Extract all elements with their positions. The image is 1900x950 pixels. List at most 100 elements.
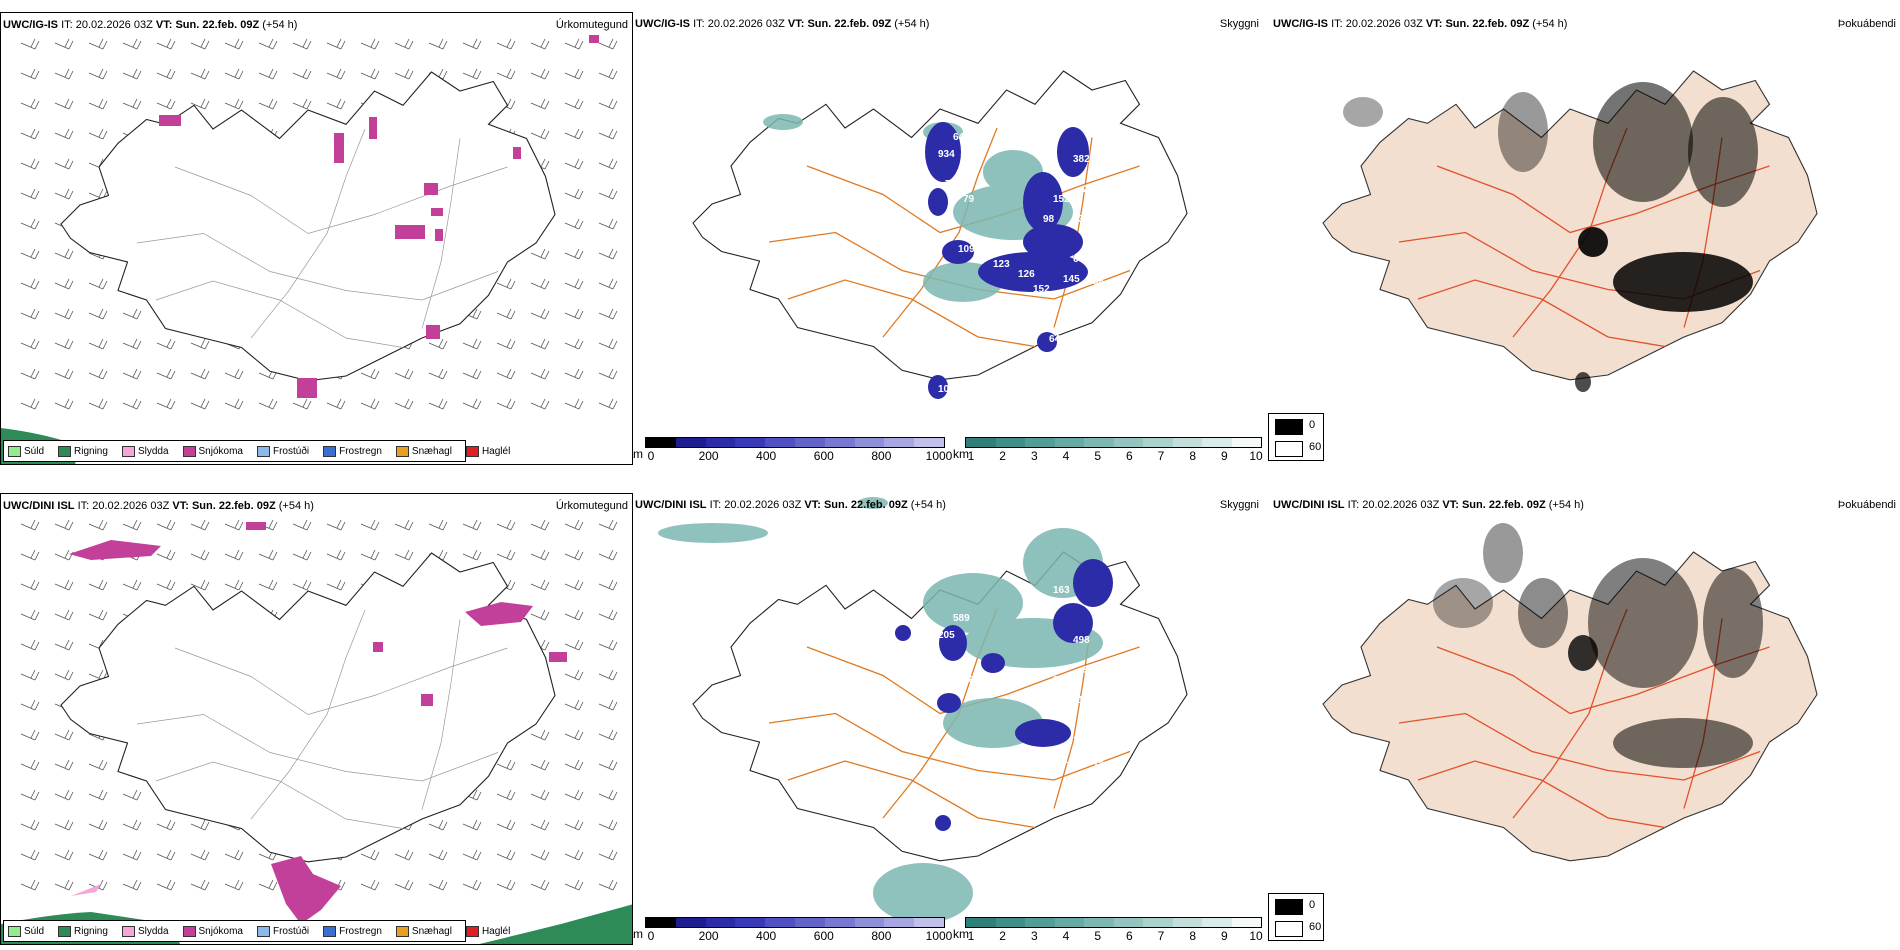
wind-barb <box>598 218 618 230</box>
ceiling-label: 152 <box>1053 194 1070 205</box>
wind-barb <box>564 549 584 561</box>
ceiling-label: 50 <box>1083 665 1095 676</box>
wind-barb <box>20 699 40 711</box>
wind-barb <box>598 519 618 531</box>
ceiling-label: 145 <box>1063 274 1080 285</box>
ceiling-label: 18 <box>1093 234 1105 245</box>
wind-barb <box>54 188 74 200</box>
wind-barb <box>54 759 74 771</box>
wind-barb <box>54 549 74 561</box>
scale-bar <box>645 437 945 448</box>
legend-label: Slydda <box>137 445 169 457</box>
scale-step <box>914 438 944 447</box>
wind-barb <box>122 849 142 861</box>
ceiling-label: 589 <box>953 613 970 624</box>
ceiling-label: 79 <box>963 194 975 205</box>
wind-barb <box>224 98 244 110</box>
legend-swatch <box>121 445 135 457</box>
scale-step <box>995 438 1025 447</box>
scale-tick-label: 7 <box>1157 929 1165 943</box>
wind-barb <box>88 308 108 320</box>
scale-tick-label: 6 <box>1125 929 1133 943</box>
ceiling-label: 82 <box>1103 740 1115 751</box>
wind-barb <box>496 278 516 290</box>
legend-label: Haglél <box>481 925 511 937</box>
road-line <box>787 279 1036 348</box>
wind-barb <box>156 819 176 831</box>
legend-label: Rigning <box>74 925 108 937</box>
wind-barb <box>598 308 618 320</box>
scale-step <box>995 918 1025 927</box>
scale-tick-label: 8 <box>1189 929 1197 943</box>
wind-barb <box>564 729 584 741</box>
wind-barb <box>530 789 550 801</box>
wind-barb <box>530 729 550 741</box>
scale-tick-label: 2 <box>999 929 1006 943</box>
wind-barb <box>20 278 40 290</box>
wind-barb <box>598 398 618 410</box>
legend-label: Snjókoma <box>198 925 243 937</box>
scale-step <box>1113 918 1143 927</box>
legend-item: Snjókoma <box>182 445 243 457</box>
panel-name: Skyggni <box>1219 18 1259 30</box>
wind-barb <box>20 308 40 320</box>
scale-step <box>735 438 766 447</box>
low-ceiling-areas <box>925 122 1089 399</box>
wind-barb <box>394 549 414 561</box>
precip-type-panel-top: UWC/IG-IS IT: 20.02.2026 03Z VT: Sun. 22… <box>0 12 633 465</box>
road-line <box>136 233 499 301</box>
wind-barb <box>88 519 108 531</box>
wind-barb <box>122 338 142 350</box>
wind-barb <box>122 789 142 801</box>
wind-barb <box>20 98 40 110</box>
ceiling-scale: 0 200 400 600 800 1000 m <box>633 917 953 943</box>
wind-barb <box>54 98 74 110</box>
scale-step <box>914 918 944 927</box>
wind-barb <box>530 398 550 410</box>
wind-barb <box>496 819 516 831</box>
snow-areas <box>159 35 599 398</box>
wind-barb <box>564 879 584 891</box>
scale-tick-label: 1 <box>967 929 975 943</box>
wind-barb <box>54 609 74 621</box>
wind-barb <box>462 368 482 380</box>
wind-barb <box>428 368 448 380</box>
fog-panel-bottom: UWC/DINI ISL IT: 20.02.2026 03Z VT: Sun.… <box>1263 493 1900 945</box>
legend-label: Súld <box>24 445 45 457</box>
wind-barb <box>564 38 584 50</box>
wind-barb <box>224 68 244 80</box>
wind-barb <box>564 759 584 771</box>
ceiling-label: 35 <box>1053 675 1065 686</box>
wind-barb <box>598 128 618 140</box>
wind-barb <box>598 549 618 561</box>
wind-barb <box>598 248 618 260</box>
fog-density <box>1343 82 1758 392</box>
wind-barb <box>54 789 74 801</box>
wind-barb <box>462 849 482 861</box>
ceiling-label: 168 <box>1043 695 1060 706</box>
wind-barb <box>88 789 108 801</box>
wind-barb <box>20 579 40 591</box>
wind-barb <box>20 669 40 681</box>
legend-label: Frostregn <box>339 925 382 937</box>
ceiling-label: 380 <box>1033 765 1050 776</box>
wind-barb <box>598 819 618 831</box>
wind-barb <box>258 549 278 561</box>
wind-barb <box>598 879 618 891</box>
wind-barb <box>190 98 210 110</box>
legend-item: Frostregn <box>323 445 382 457</box>
panel-name: Þokuábendi <box>1837 499 1896 511</box>
scale-ticks: 0 200 400 600 800 1000 <box>645 928 953 943</box>
wind-barb <box>530 68 550 80</box>
scale-unit: km <box>953 447 969 461</box>
wind-barb <box>462 338 482 350</box>
wind-barb <box>20 128 40 140</box>
scale-step <box>1143 438 1173 447</box>
wind-barb <box>224 879 244 891</box>
scale-step <box>646 918 676 927</box>
wind-barb <box>530 519 550 531</box>
iceland-outline <box>60 71 556 382</box>
wind-barb <box>224 579 244 591</box>
wind-barb <box>394 849 414 861</box>
fog-panel-top: UWC/IG-IS IT: 20.02.2026 03Z VT: Sun. 22… <box>1263 12 1900 465</box>
